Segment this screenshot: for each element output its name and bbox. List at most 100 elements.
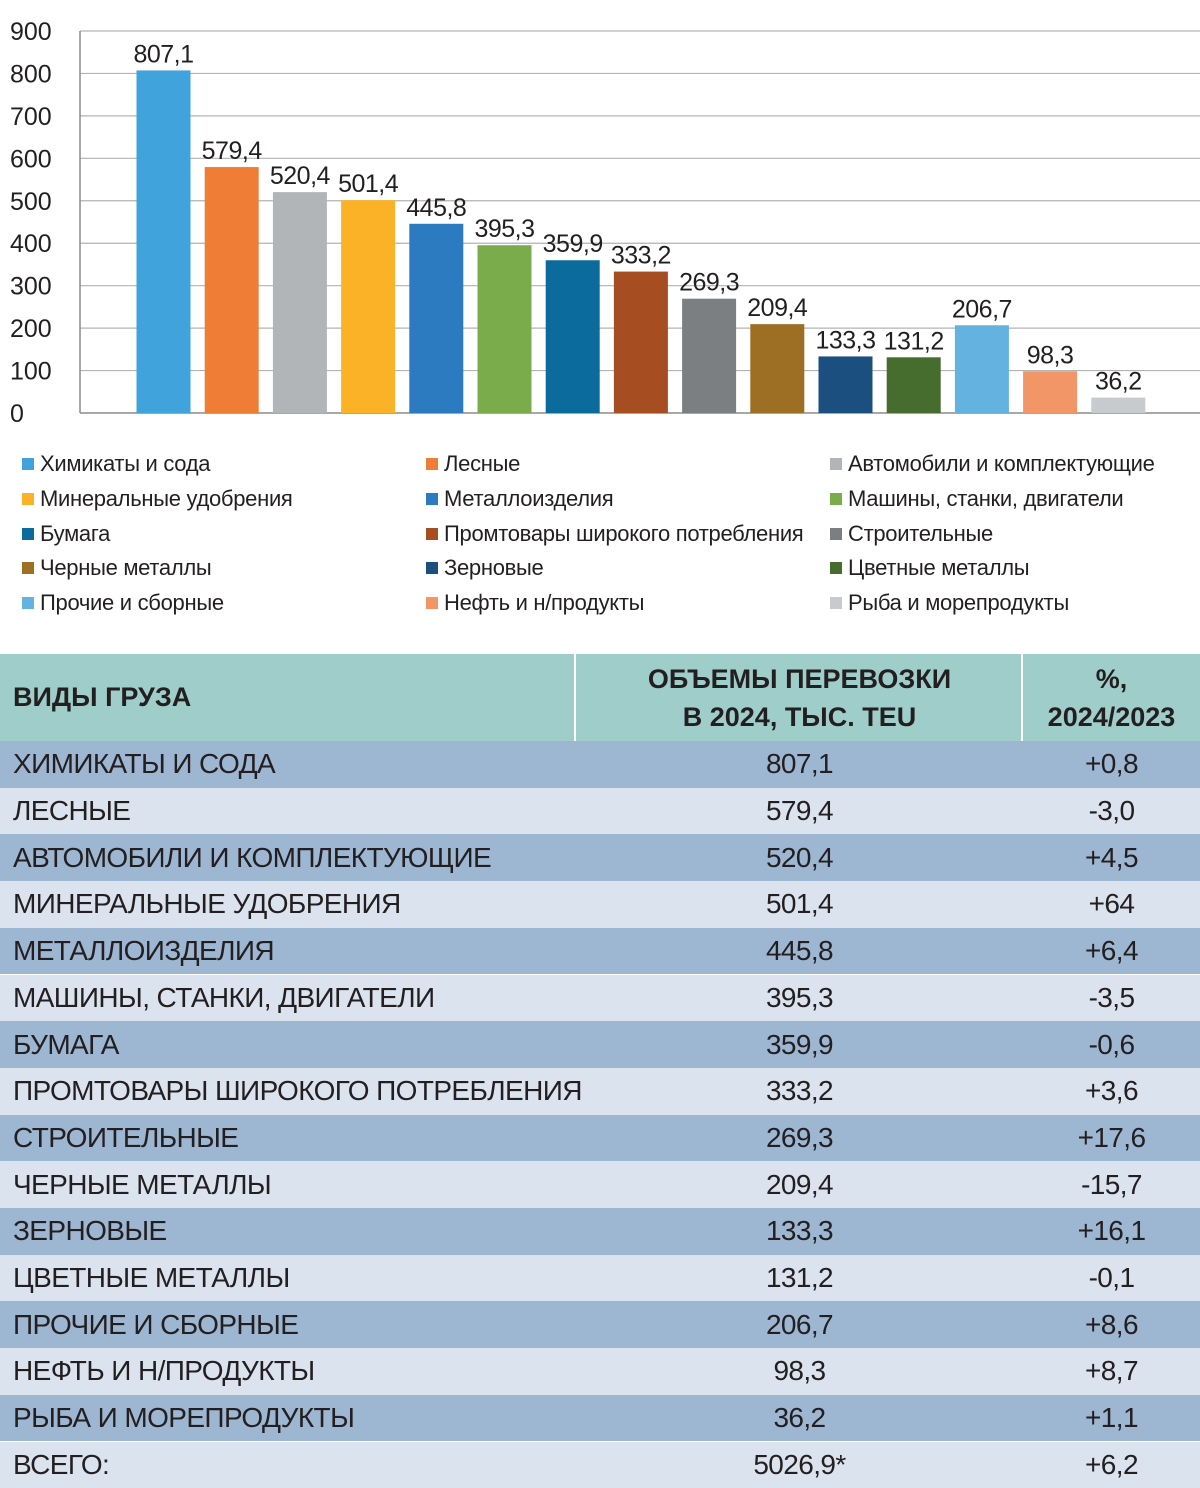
bar [1023,371,1078,413]
legend-swatch [22,492,34,505]
y-tick-label: 400 [10,230,52,258]
legend-item: Химикаты и сода [22,450,211,478]
bar [1091,397,1146,413]
bar-chart: 0 100 200 300 400 500 600 700 800 900 807,1 579,452… [10,18,1200,428]
table-row: НЕФТЬ И Н/ПРОДУКТЫ 98,3 +8,7 [0,1348,1200,1395]
y-tick-label: 100 [10,358,52,386]
y-tick-label: 200 [10,315,52,343]
cargo-name-cell: МЕТАЛЛОИЗДЕЛИЯ [13,935,275,967]
legend-label: Металлоизделия [444,485,614,511]
legend-label: Автомобили и комплектующие [848,451,1155,476]
change-cell: -3,0 [1088,795,1135,827]
y-tick-label: 0 [10,400,24,428]
legend-label: Цветные металлы [848,555,1030,581]
bar [272,192,327,413]
bar [409,223,464,413]
bar [954,325,1009,413]
legend-item: Рыба и морепродукты [830,589,1069,617]
bar [477,245,532,413]
legend-item: Лесные [426,450,520,478]
table-row: МЕТАЛЛОИЗДЕЛИЯ 445,8 +6,4 [0,927,1200,975]
legend-swatch [426,562,438,575]
header-volume-line1: ОБЪЕМЫ ПЕРЕВОЗКИ [647,663,952,694]
header-cargo-type-label: ВИДЫ ГРУЗА [13,682,192,712]
cargo-name-cell: ЗЕРНОВЫЕ [13,1215,167,1247]
legend-swatch [426,458,438,470]
volume-cell: 269,3 [765,1121,834,1153]
cargo-name-cell: МАШИНЫ, СТАНКИ, ДВИГАТЕЛИ [13,981,435,1013]
volume-cell: 133,3 [765,1215,834,1247]
legend-swatch [830,527,842,540]
legend-label: Черные металлы [40,555,212,581]
legend-swatch [830,597,842,610]
volume-cell: 520,4 [765,841,834,873]
bar-value-label: 131,2 [884,327,944,355]
change-cell: -3,5 [1088,981,1135,1013]
cargo-name-cell: ЧЕРНЫЕ МЕТАЛЛЫ [13,1168,272,1200]
table-row: ПРОЧИЕ И СБОРНЫЕ 206,7 +8,6 [0,1301,1200,1349]
volume-cell: 98,3 [773,1355,826,1387]
cargo-name-cell: ВСЕГО: [13,1448,110,1480]
change-cell: -0,1 [1088,1262,1135,1294]
legend-swatch [830,562,842,575]
chart-legend: Химикаты и сода Лесные Автомобили и компле… [22,450,1200,626]
bar-value-label: 133,3 [815,326,875,354]
legend-item: Бумага [22,520,110,548]
legend-label: Машины, станки, двигатели [848,485,1124,511]
y-tick-label: 700 [10,103,52,131]
volume-cell: 36,2 [773,1402,826,1434]
volume-cell: 206,7 [765,1308,834,1340]
volume-cell: 501,4 [765,888,834,920]
bar [750,324,805,413]
change-cell: +6,4 [1085,935,1138,967]
table-row: СТРОИТЕЛЬНЫЕ 269,3 +17,6 [0,1114,1200,1162]
cargo-name-cell: АВТОМОБИЛИ И КОМПЛЕКТУЮЩИЕ [13,841,492,873]
bar-value-label: 579,4 [202,137,263,165]
cargo-name-cell: СТРОИТЕЛЬНЫЕ [13,1121,239,1153]
change-cell: -0,6 [1088,1028,1135,1060]
table-row: ЗЕРНОВЫЕ 133,3 +16,1 [0,1208,1200,1255]
legend-label: Химикаты и сода [40,451,211,476]
legend-swatch [22,527,34,540]
legend-label: Зерновые [444,555,544,581]
legend-item: Черные металлы [22,554,212,582]
legend-swatch [426,527,438,540]
volume-cell: 359,9 [765,1028,834,1060]
bar-value-label: 520,4 [270,162,331,190]
legend-swatch [830,458,842,470]
change-cell: +8,6 [1085,1308,1138,1340]
legend-label: Прочие и сборные [40,590,224,616]
bar-value-label: 269,3 [679,269,739,297]
legend-item: Машины, станки, двигатели [830,485,1124,513]
legend-item: Металлоизделия [426,485,614,513]
y-tick-label: 500 [10,188,52,216]
bar-value-label: 98,3 [1027,341,1074,369]
legend-item: Промтовары широкого потребления [426,520,804,548]
cargo-name-cell: ХИМИКАТЫ И СОДА [13,748,276,780]
bar-value-label: 206,7 [952,295,1012,323]
bar-value-label: 445,8 [406,194,466,222]
bar [682,298,737,413]
bar [204,167,259,413]
legend-item: Минеральные удобрения [22,485,293,513]
legend-item: Нефть и н/продукты [426,589,644,617]
legend-item: Автомобили и комплектующие [830,450,1155,478]
table-header: ВИДЫ ГРУЗА ОБЪЕМЫ ПЕРЕВОЗКИ В 2024, ТЫС.… [0,654,1200,741]
bar-value-label: 333,2 [611,242,671,270]
bar-value-label: 395,3 [474,215,534,243]
bar-value-label: 807,1 [133,40,193,68]
table-row: РЫБА И МОРЕПРОДУКТЫ 36,2 +1,1 [0,1394,1200,1442]
legend-swatch [22,562,34,575]
cargo-name-cell: ЦВЕТНЫЕ МЕТАЛЛЫ [13,1262,290,1294]
y-tick-label: 800 [10,60,52,88]
cargo-name-cell: ЛЕСНЫЕ [13,795,131,827]
y-tick-label: 300 [10,273,52,301]
bar-value-label: 359,9 [543,230,603,258]
change-cell: +8,7 [1085,1355,1138,1387]
table-row: БУМАГА 359,9 -0,6 [0,1021,1200,1068]
change-cell: +64 [1088,888,1135,920]
bar [818,356,873,413]
legend-label: Строительные [848,520,993,546]
table-row: ЦВЕТНЫЕ МЕТАЛЛЫ 131,2 -0,1 [0,1254,1200,1302]
legend-item: Строительные [830,520,993,548]
